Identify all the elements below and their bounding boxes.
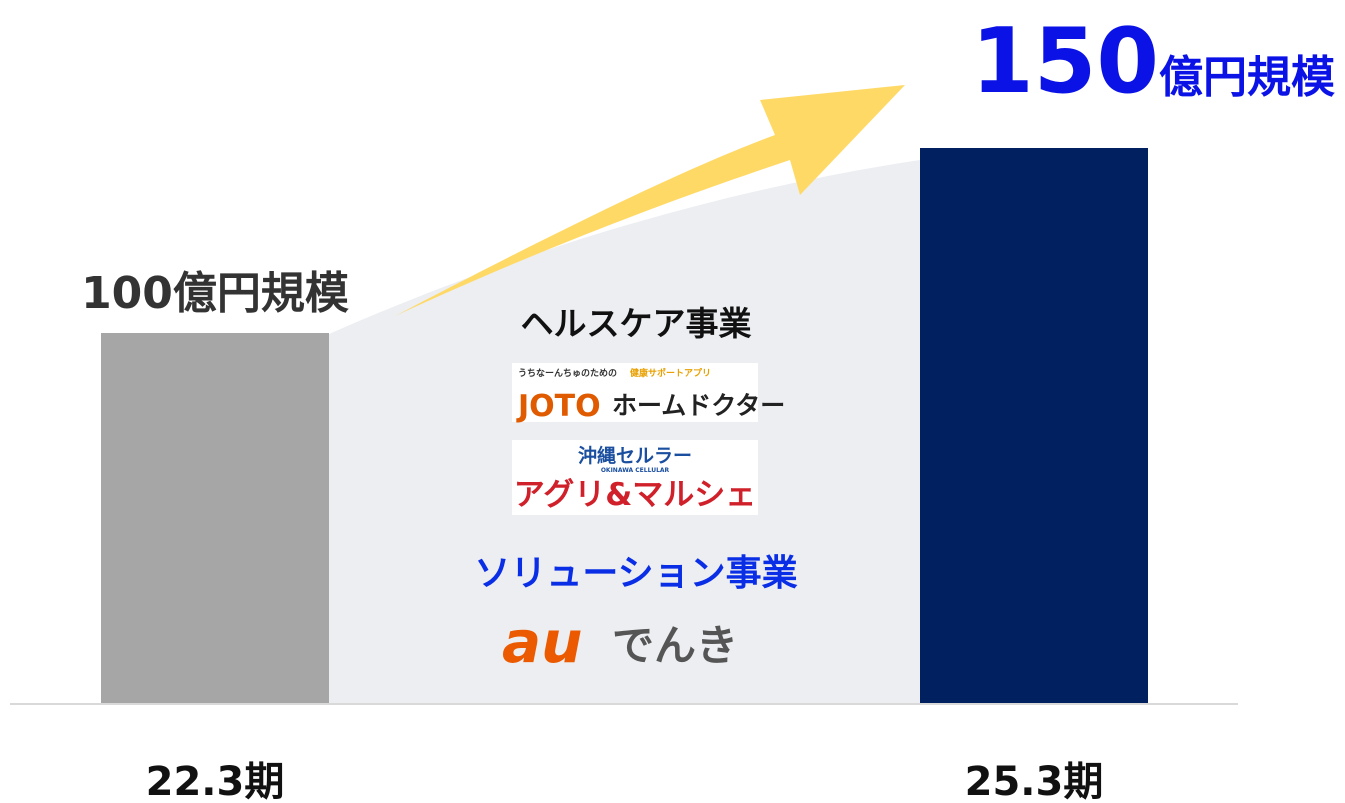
value-label: 100億円規模 — [81, 268, 349, 319]
okinawa-cellular-en: OKINAWA CELLULAR — [601, 467, 670, 474]
healthcare-label: ヘルスケア事業 — [521, 304, 752, 343]
joto-name: JOTO — [516, 389, 601, 424]
x-tick-label: 25.3期 — [965, 759, 1104, 803]
value-label: 150億円規模 — [971, 9, 1335, 114]
joto-tagline: うちなーんちゅのための — [518, 368, 617, 379]
joto-name-rest: ホームドクター — [612, 391, 785, 420]
joto-tagline-accent: 健康サポートアプリ — [630, 367, 711, 379]
agri-logo — [512, 440, 758, 515]
agri-name: アグリ&マルシェ — [514, 477, 756, 513]
x-tick-label: 22.3期 — [146, 759, 285, 803]
bar — [101, 333, 329, 703]
solution-label: ソリューション事業 — [474, 553, 797, 594]
growth-arrow — [395, 85, 905, 316]
denki-label: でんき — [612, 621, 738, 670]
growth-area — [329, 160, 920, 703]
bar — [920, 148, 1148, 703]
okinawa-cellular: 沖縄セルラー — [578, 444, 692, 467]
au-logo: au — [502, 608, 582, 676]
joto-logo — [512, 363, 758, 422]
